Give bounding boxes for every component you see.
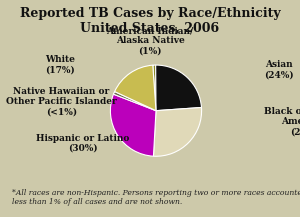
Wedge shape: [110, 94, 156, 156]
Text: Reported TB Cases by Race/Ethnicity
United States, 2006: Reported TB Cases by Race/Ethnicity Unit…: [20, 7, 280, 35]
Text: *All races are non-Hispanic. Persons reporting two or more races accounted for
l: *All races are non-Hispanic. Persons rep…: [12, 189, 300, 206]
Text: Hispanic or Latino
(30%): Hispanic or Latino (30%): [36, 133, 129, 153]
Text: American Indian/
Alaska Native
(1%): American Indian/ Alaska Native (1%): [106, 26, 194, 56]
Wedge shape: [115, 65, 156, 111]
Wedge shape: [153, 65, 156, 111]
Wedge shape: [113, 92, 156, 111]
Wedge shape: [154, 107, 202, 156]
Text: White
(17%): White (17%): [45, 55, 75, 75]
Text: Black or African
American
(27%): Black or African American (27%): [264, 107, 300, 136]
Text: Native Hawaiian or
Other Pacific Islander
(<1%): Native Hawaiian or Other Pacific Islande…: [6, 87, 117, 117]
Text: Asian
(24%): Asian (24%): [264, 60, 294, 79]
Wedge shape: [156, 65, 202, 111]
